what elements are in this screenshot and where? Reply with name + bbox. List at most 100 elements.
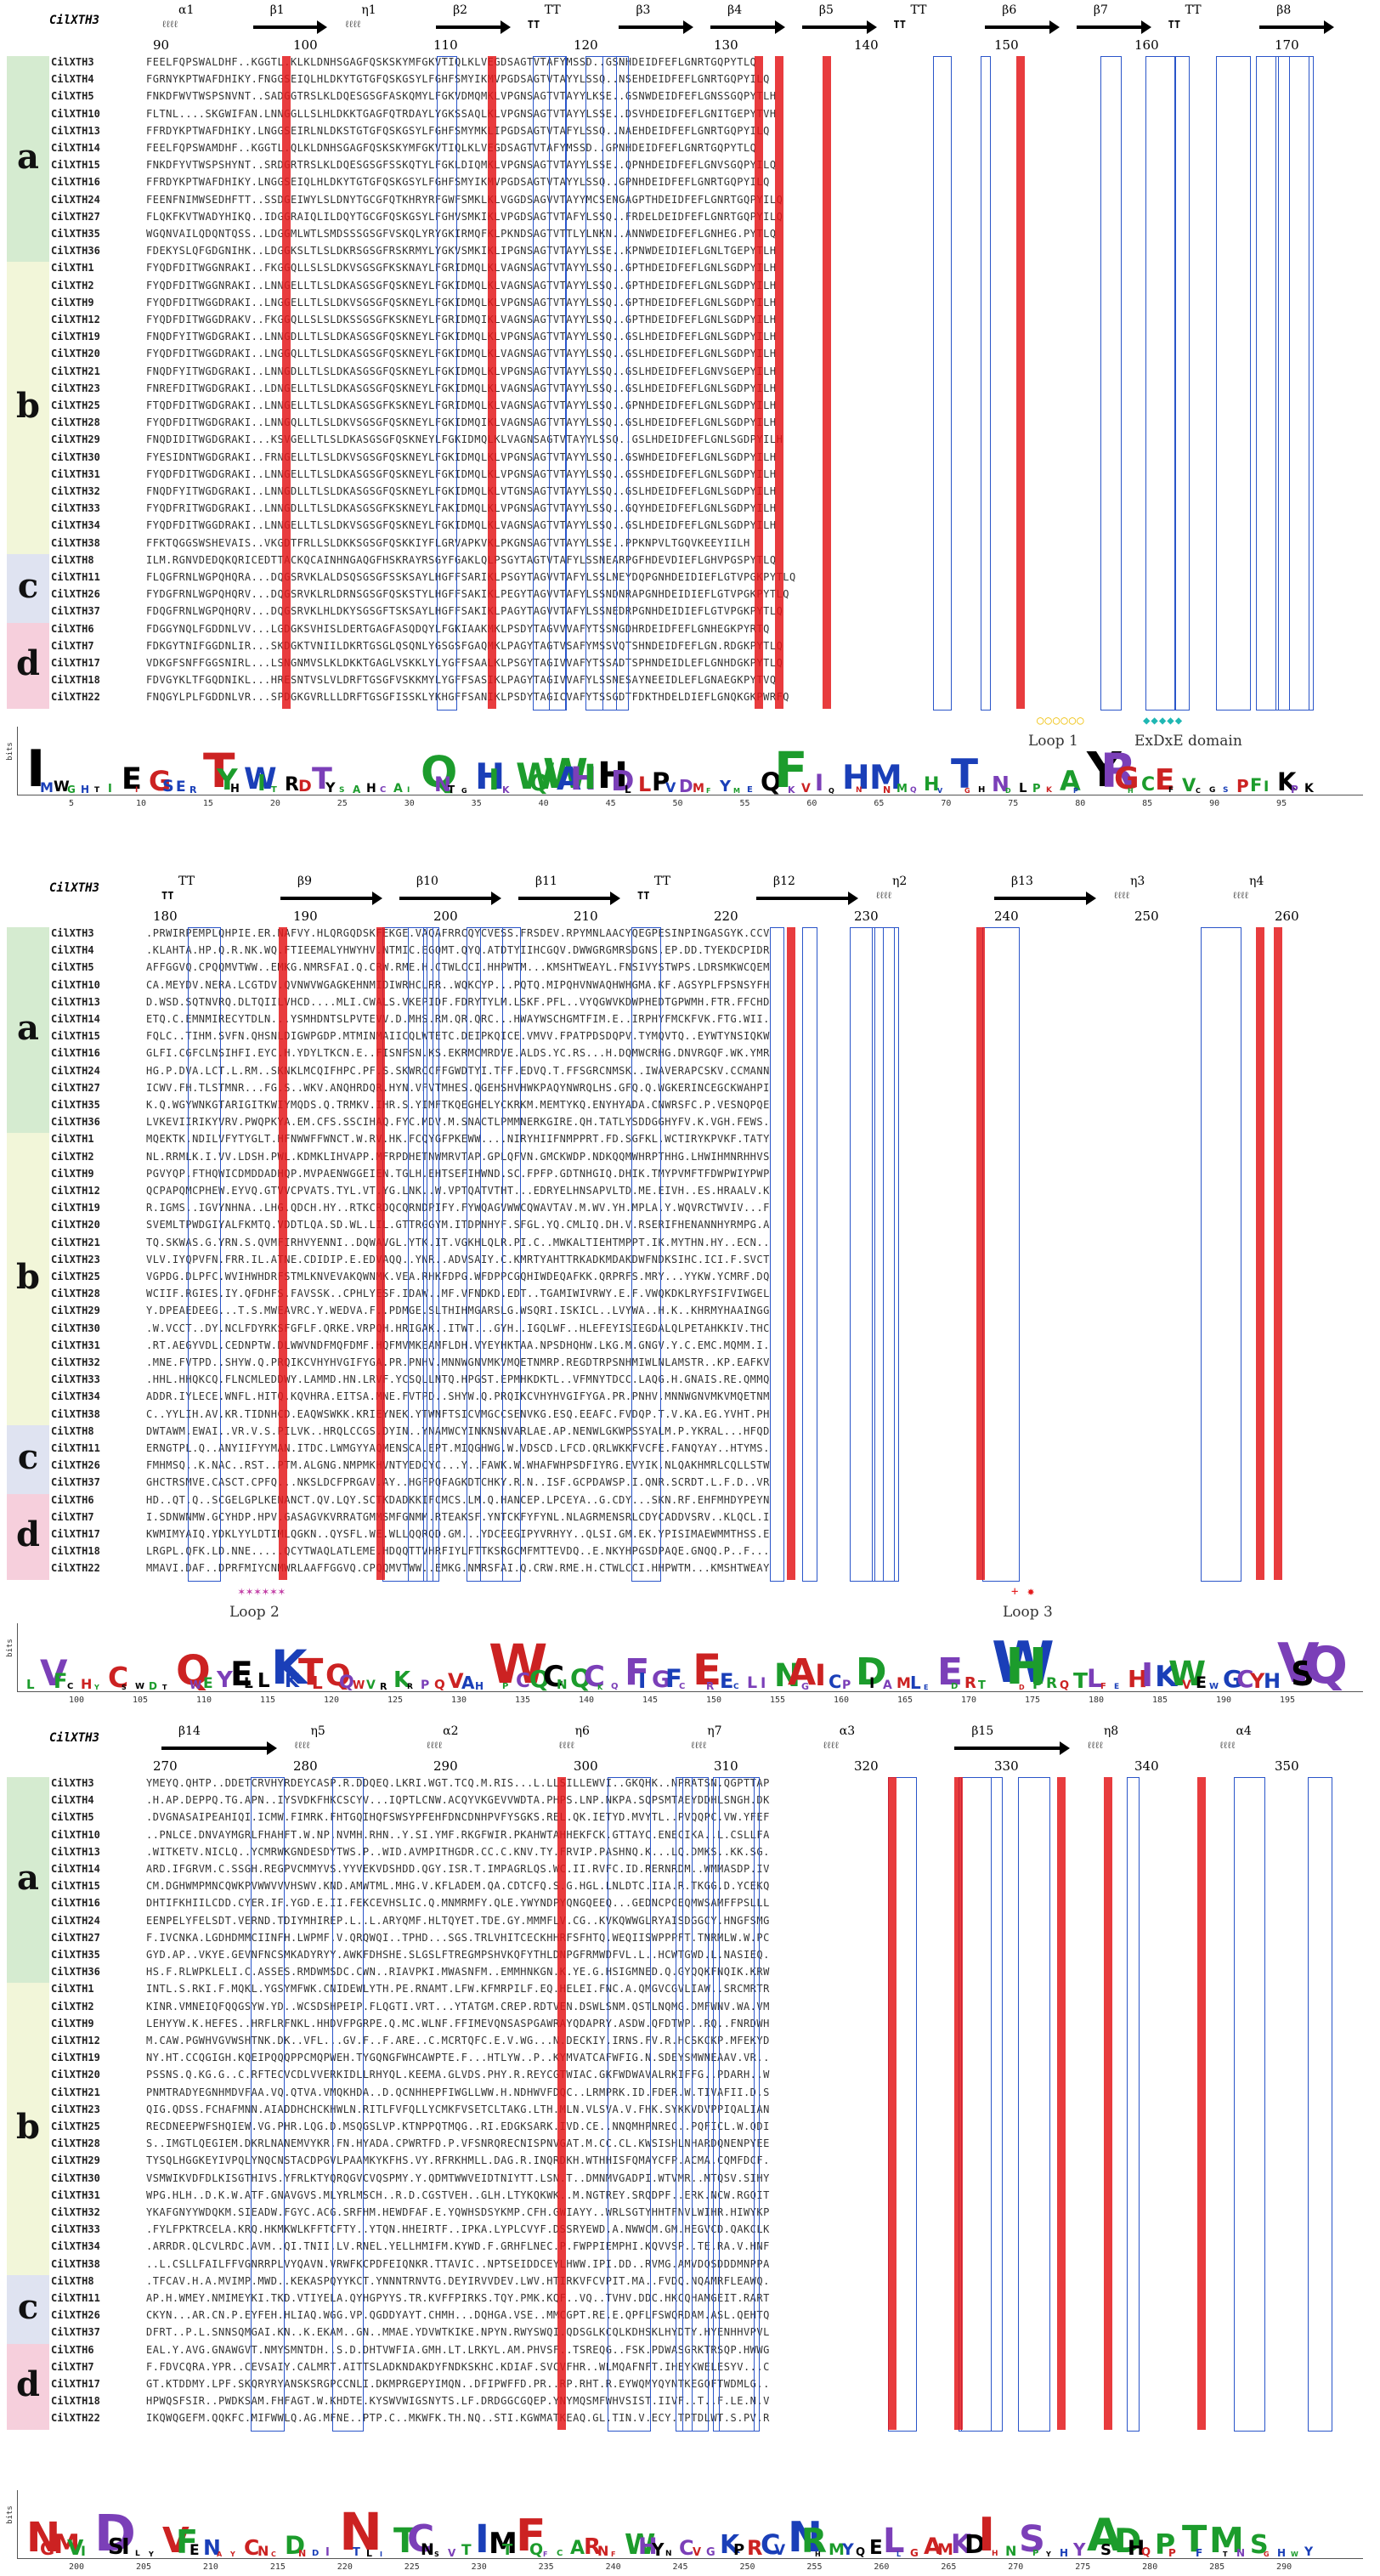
sequence-row: CilXTH20 SVEMLTPWDGIYALFKMTQ.VDDTLQA.SD.W… (51, 1219, 1373, 1236)
logo-letter: S (1019, 2518, 1045, 2561)
logo-letter: H (1277, 2547, 1287, 2559)
ss-label-tt: TT (654, 875, 670, 888)
logo-letter: H (1128, 787, 1134, 795)
logo-letter: G (910, 2547, 919, 2559)
sequence-row: CilXTH2 KINR.VMNEIQFQQGSYW.YD..WCSDSHPEIP… (51, 2001, 1373, 2018)
logo-letter: G (149, 765, 172, 797)
logo-letter: Q (529, 1665, 550, 1693)
identical-column (823, 56, 831, 709)
logo-letter: G (964, 787, 970, 795)
annotation-marker: ✶✶✶✶✶✶ (238, 1584, 286, 1599)
identical-column (488, 56, 496, 709)
ruler-tick: 190 (293, 909, 318, 924)
sequence-name: CilXTH29 (51, 433, 100, 446)
group-a-band: a (7, 1777, 49, 1984)
sequence-row: CilXTH36 FDEKYSLQFGDGNIHK..LDGGKSLTLSLDKR… (51, 245, 1373, 262)
logo-letter: Y (325, 779, 336, 795)
beta-strand-arrow (985, 20, 1060, 34)
logo-letter: S (122, 1684, 127, 1691)
sequence-row: CilXTH1 INTL.S.RKI.F.MQKL.YGSYMFWK.CNIDEW… (51, 1983, 1373, 2000)
sequence-name: CilXTH7 (51, 639, 94, 652)
sequence-name: CilXTH31 (51, 2188, 100, 2201)
sequence-residues: RECDNEEPWFSHQIEW.VG.PHR.LQG.D.MSQGSLVP.K… (146, 2120, 770, 2132)
sequence-row: CilXTH5 .DVGNASAIPEAHIQI.ICMW.FIMRK.FHTGQ… (51, 1811, 1373, 1828)
sequence-name: CilXTH34 (51, 519, 100, 532)
logo-letter: H (924, 774, 940, 795)
conservation-box (850, 927, 875, 1582)
logo-letter: M (54, 2529, 80, 2560)
reference-sequence-label: CilXTH3 (49, 1731, 100, 1745)
ruler-tick: 230 (854, 909, 879, 924)
logo-letter: I (815, 1659, 827, 1693)
logo-letter: E (693, 1645, 722, 1695)
sequence-residues: F.IVCNKA.LGDHDMMCIINFH.LWPMF.V.QRQWQI..T… (146, 1931, 770, 1944)
group-d-band: d (7, 622, 49, 709)
logo-position-tick: 210 (202, 2562, 218, 2572)
logo-letter: I (1141, 1656, 1154, 1694)
logo-letter: C (1236, 1665, 1254, 1693)
identical-column (1104, 1777, 1112, 2430)
logo-letter: N (856, 786, 862, 795)
sequence-row: CilXTH10 ..PNLCE.DNVAYMGRLFHAHFT.W.NP.NVM… (51, 1829, 1373, 1846)
sequence-residues: FYQDFDITWGGDRAKV..FKGGQLLSLSLDKSSGSGFKSK… (146, 314, 777, 326)
sequence-residues: FYQDFRITWGDGRAKI..LNNGDLLTLSLDKASGSGFKSK… (146, 502, 777, 515)
logo-letter: N (774, 1657, 800, 1694)
sequence-residues: TQ.SKWAS.G.YRN.S.QVMFIRHVYENNI..DQWAVGL.… (146, 1236, 770, 1248)
sequence-row: CilXTH5 AFFGGVQ.CPQQMVTWW..EMKG.NMRSFAI.Q… (51, 961, 1373, 978)
logo-letter: K (393, 1667, 411, 1693)
logo-letter: T (203, 744, 235, 798)
ss-label-η6: η6 (574, 1724, 590, 1738)
sequence-row: CilXTH6 HD..QT.Q..SCGELGPLKENANCT.QV.LQY.… (51, 1494, 1373, 1511)
logo-letter: S (339, 786, 345, 795)
sequence-name: CilXTH11 (51, 2292, 100, 2304)
logo-letter: E (924, 1684, 929, 1691)
sequence-residues: FDVGYKLTFGQDNIKL...HRESNTVSLVLDRFTGSGFVS… (146, 674, 777, 687)
logo-letter: D (285, 2531, 306, 2560)
ss-label-tt: TT (1185, 3, 1202, 17)
sequence-row: CilXTH3 FEELFQPSWALDHF..KGGTL.KLKLDNHSGAG… (51, 56, 1373, 73)
sequence-name: CilXTH29 (51, 1305, 100, 1317)
logo-letter: G (1223, 1665, 1242, 1693)
sequence-residues: .TFCAV.H.A.MVIMP.MWD..KEKASPQYYKCT.YNNNT… (146, 2274, 770, 2287)
beta-strand-arrow (518, 892, 620, 905)
sequence-row: CilXTH16 GLFI.CGFCLNSIHFI.EYC.H.YDYLTKCN.… (51, 1047, 1373, 1064)
logo-letter: Q (434, 1677, 445, 1692)
sequence-row: CilXTH33 .FYLFPKTRCELA.KRQ.HKMKWLKFFTCFTY… (51, 2223, 1373, 2240)
logo-letter: Q (421, 748, 458, 798)
sequence-name: CilXTH15 (51, 159, 100, 172)
sequence-name: CilXTH24 (51, 193, 100, 206)
logo-letter: E (937, 1650, 964, 1694)
sequence-row: CilXTH18 HPWQSFSIR..PWDKSAM.FHFAGT.W.KHDT… (51, 2395, 1373, 2412)
sequence-residues: .KLAHTA.HP.Q.R.NK.WQ.FTIEEMALYHWYHV.NTMI… (146, 944, 770, 957)
helix-coil: ℓℓℓℓ (690, 1740, 707, 1751)
sequence-row: CilXTH4 .KLAHTA.HP.Q.R.NK.WQ.FTIEEMALYHWY… (51, 944, 1373, 961)
sequence-name: CilXTH36 (51, 1966, 100, 1979)
logo-position-tick: 165 (897, 1696, 913, 1705)
logo-letter: F (1196, 2547, 1203, 2559)
ruler-tick: 330 (994, 1758, 1019, 1774)
logo-letter: I (584, 758, 597, 797)
conservation-box (770, 927, 784, 1582)
annotation-label: ExDxE domain (1134, 732, 1242, 750)
logo-letter: N (883, 784, 891, 795)
logo-letter: F (176, 2523, 198, 2561)
logo-position-tick: 285 (1209, 2562, 1225, 2572)
logo-letter: I (407, 786, 410, 795)
logo-letter: H (597, 755, 628, 797)
logo-letter: E (1155, 763, 1175, 797)
sequence-name: CilXTH22 (51, 691, 100, 704)
logo-letter: E (720, 1669, 734, 1693)
sequence-row: CilXTH24 EENPELYFELSDT.VERND.TDIYMHIREP.L… (51, 1915, 1373, 1932)
logo-letter: W (135, 1682, 145, 1691)
logo-letter: T (1182, 2518, 1208, 2561)
sequence-name: CilXTH25 (51, 399, 100, 411)
helix-coil: ℓℓℓℓ (875, 890, 892, 901)
sequence-residues: ICWV.FH.TLSTMNR...FG.S..WKV.ANQHRDQR.HYN… (146, 1081, 770, 1094)
sequence-row: CilXTH31 FYQDFDITWGDGRAKI..LNNGELLTLSLDKA… (51, 468, 1373, 485)
sequence-name: CilXTH6 (51, 2343, 94, 2356)
sequence-row: CilXTH37 DFRT..P.L.SNNSQMGAI.KN..K.EKAM..… (51, 2326, 1373, 2343)
logo-letter: T (502, 2541, 513, 2559)
logo-letter: R (964, 1674, 976, 1692)
sequence-row: CilXTH15 FNKDFYVTWSPSHYNT..SRDGRTRSLKLDQE… (51, 159, 1373, 176)
sequence-name: CilXTH3 (51, 56, 94, 68)
